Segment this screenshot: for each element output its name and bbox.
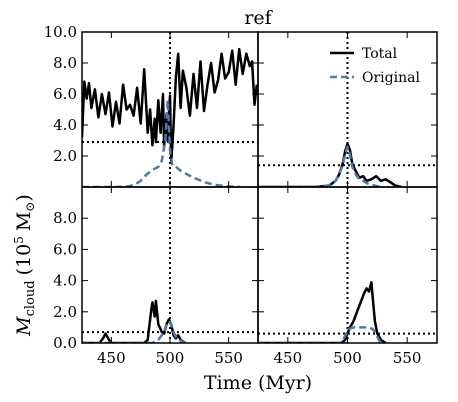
x-tick-label: 450 xyxy=(274,349,303,367)
series-line-original xyxy=(258,326,382,343)
legend: Total Original xyxy=(330,46,420,86)
y-tick-label: 8.0 xyxy=(53,54,77,72)
series-line-total xyxy=(258,142,402,187)
series-line-total xyxy=(82,299,186,343)
y-tick-label: 10.0 xyxy=(44,23,77,41)
plot-area-top-left xyxy=(82,32,258,187)
panel-bottom-right: 450 500 550 xyxy=(257,186,438,367)
y-tick-label: 6.0 xyxy=(53,240,77,258)
panel-frame xyxy=(257,186,438,344)
x-tick-label: 550 xyxy=(214,349,243,367)
plot-area-bottom-left xyxy=(82,187,258,343)
plot-area-top-right xyxy=(258,32,437,187)
legend-label-original: Original xyxy=(362,70,420,86)
legend-label-total: Total xyxy=(362,46,398,62)
panels-group: 2.0 4.0 6.0 8.0 10.0 0.0 2.0 4.0 6.0 8.0 450 500 550… xyxy=(44,23,438,367)
y-tick-label: 0.0 xyxy=(53,334,77,352)
series-line-original xyxy=(82,98,241,187)
panel-top-right xyxy=(257,31,438,188)
series-line-original xyxy=(258,145,384,187)
y-tick-label: 2.0 xyxy=(53,147,77,165)
y-tick-label: 4.0 xyxy=(53,116,77,134)
panel-bottom-left: 0.0 2.0 4.0 6.0 8.0 450 500 550 xyxy=(53,186,259,367)
x-tick-label: 550 xyxy=(393,349,422,367)
y-tick-label: 8.0 xyxy=(53,209,77,227)
series-line-total xyxy=(258,280,387,343)
y-tick-label: 6.0 xyxy=(53,85,77,103)
series-line-total xyxy=(82,47,258,164)
y-axis-label: Mcloud(105M⊙) xyxy=(12,194,38,337)
y-tick-label: 4.0 xyxy=(53,272,77,290)
plot-area-bottom-right xyxy=(258,187,437,343)
y-tick-label: 2.0 xyxy=(53,303,77,321)
x-axis-label: Time (Myr) xyxy=(204,372,312,394)
x-tick-label: 500 xyxy=(333,349,362,367)
panel-top-left: 2.0 4.0 6.0 8.0 10.0 xyxy=(44,23,259,188)
series-line-original xyxy=(82,319,186,343)
chart-title: ref xyxy=(244,7,273,29)
x-tick-label: 500 xyxy=(156,349,185,367)
x-tick-label: 450 xyxy=(97,349,126,367)
